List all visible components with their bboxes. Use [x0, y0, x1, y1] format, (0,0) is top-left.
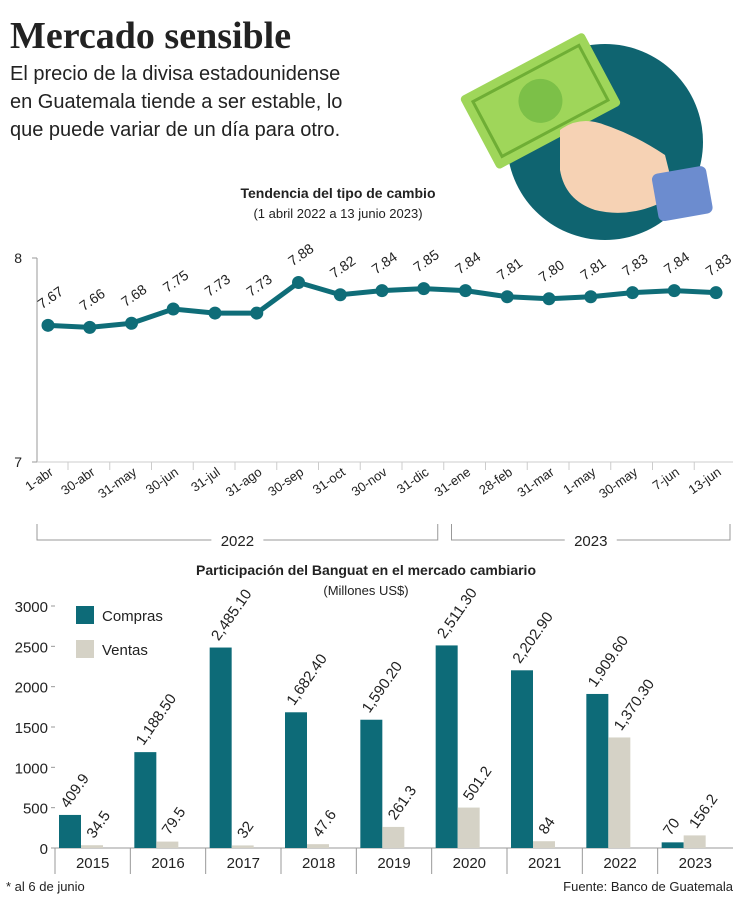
bar	[533, 841, 555, 848]
point	[166, 302, 180, 316]
point	[41, 318, 55, 332]
bar	[435, 645, 458, 848]
x-tick-label: 2020	[453, 855, 486, 872]
y-tick-label: 7	[14, 454, 22, 470]
point	[626, 286, 639, 300]
x-tick-label: 2016	[151, 855, 184, 872]
value-label: 70	[660, 815, 683, 838]
y-tick-label: 500	[23, 801, 48, 818]
point	[459, 284, 472, 298]
legend-label: Ventas	[102, 642, 148, 659]
y-tick-label: 0	[40, 841, 48, 858]
bar	[134, 752, 157, 848]
subtitle-line: que puede variar de un día para otro.	[10, 119, 340, 141]
point	[125, 316, 138, 330]
x-tick-label: 2019	[377, 855, 410, 872]
x-tick-label: 2023	[679, 855, 712, 872]
illustration	[460, 33, 713, 240]
legend-label: Compras	[102, 608, 163, 625]
x-tick-label: 2018	[302, 855, 335, 872]
x-tick-label: 2017	[227, 855, 260, 872]
legend-swatch	[76, 640, 94, 658]
x-tick-label: 2022	[603, 855, 636, 872]
bar	[586, 693, 609, 848]
bar	[285, 712, 307, 848]
subtitle-line: El precio de la divisa estadounidense	[10, 63, 340, 85]
value-label: 32	[234, 818, 257, 841]
footnote: * al 6 de junio	[6, 879, 85, 894]
chart-title: Participación del Banguat en el mercado …	[196, 562, 536, 578]
source: Fuente: Banco de Guatemala	[563, 879, 733, 894]
subtitle-line: en Guatemala tiende a ser estable, lo	[10, 91, 342, 113]
value-label: 84	[535, 814, 558, 837]
y-tick-label: 3000	[15, 599, 48, 616]
point	[667, 284, 681, 298]
point	[208, 306, 222, 320]
point	[375, 284, 389, 298]
y-tick-label: 2000	[15, 680, 48, 697]
group-label: 2022	[221, 533, 254, 550]
bar	[382, 826, 405, 848]
x-tick-label: 2015	[76, 855, 109, 872]
y-tick-label: 1500	[15, 720, 48, 737]
group-label-bg	[211, 530, 264, 550]
point	[250, 306, 264, 320]
title: Mercado sensible	[10, 15, 291, 57]
x-tick-label: 2021	[528, 855, 561, 872]
point	[417, 282, 431, 296]
point	[584, 290, 598, 304]
bar	[661, 842, 684, 848]
point	[709, 286, 723, 300]
y-tick-label: 8	[14, 250, 22, 266]
bar	[231, 845, 254, 848]
bar	[209, 647, 232, 848]
point	[500, 290, 514, 304]
legend-swatch	[76, 606, 94, 624]
point	[333, 288, 347, 302]
chart-title: Tendencia del tipo de cambio	[241, 185, 436, 201]
bar	[59, 814, 81, 848]
bar	[156, 841, 179, 848]
point	[542, 292, 556, 306]
bar	[511, 670, 533, 848]
bar	[81, 845, 103, 848]
bar	[608, 737, 631, 848]
point	[83, 320, 97, 334]
bar	[360, 719, 383, 848]
bar	[307, 844, 329, 848]
group-label: 2023	[574, 533, 607, 550]
chart-subtitle: (1 abril 2022 a 13 junio 2023)	[253, 206, 422, 221]
chart-subtitle: (Millones US$)	[323, 583, 408, 598]
bar	[683, 835, 706, 848]
group-label-bg	[564, 530, 617, 550]
y-tick-label: 1000	[15, 760, 48, 777]
y-tick-label: 2500	[15, 639, 48, 656]
point	[292, 275, 305, 289]
bar	[457, 807, 480, 848]
